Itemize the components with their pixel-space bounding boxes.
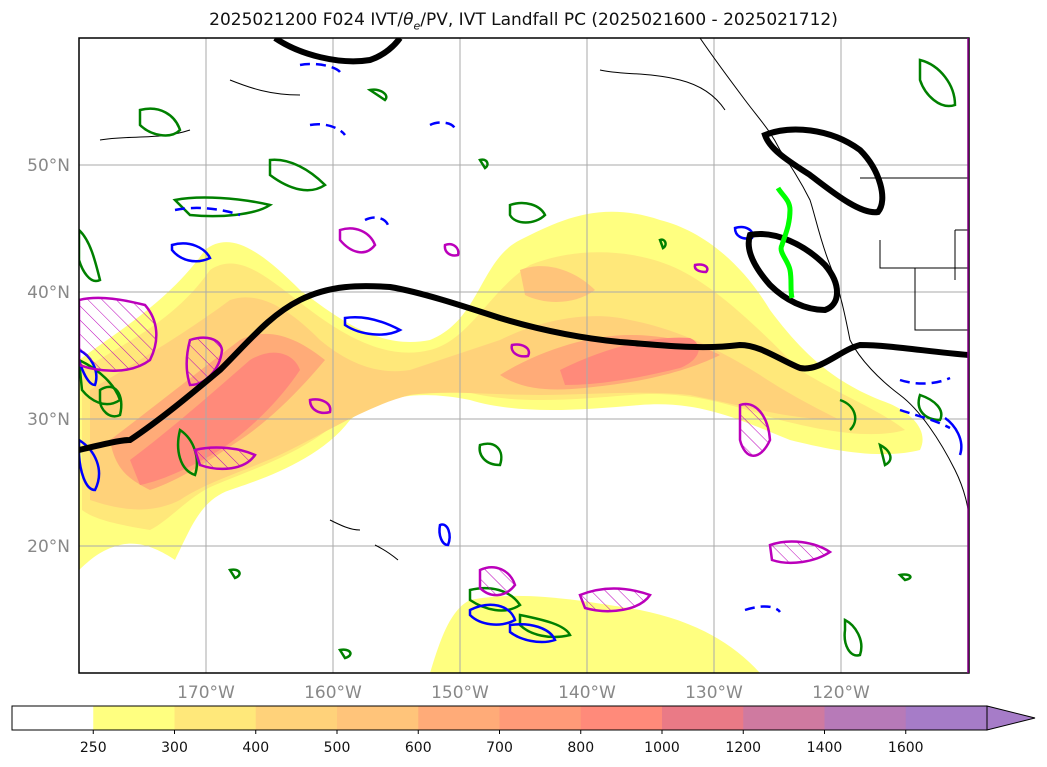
colorbar-cell — [743, 706, 825, 730]
colorbar-extend-arrow — [986, 705, 1036, 731]
ivt-shading — [79, 211, 923, 673]
coastlines — [99, 38, 969, 561]
colorbar-tick-label: 800 — [567, 740, 594, 756]
jet-loop-south — [745, 231, 840, 314]
colorbar-tick-label: 1000 — [644, 740, 680, 756]
colorbar-cell — [905, 706, 988, 730]
map-area — [79, 38, 969, 673]
colorbar-cell — [824, 706, 907, 730]
ivt-landfall-line — [775, 186, 795, 299]
lat-label-50: 50°N — [27, 156, 70, 176]
colorbar-tick-label: 250 — [80, 740, 107, 756]
colorbar-tick-label: 700 — [486, 740, 513, 756]
map-title: 2025021200 F024 IVT/θe/PV, IVT Landfall … — [209, 10, 838, 33]
colorbar-tick-label: 400 — [242, 740, 269, 756]
lat-label-40: 40°N — [27, 283, 70, 303]
jet-axis-line — [79, 283, 969, 453]
colorbar-cell — [662, 706, 744, 730]
lon-label-170w: 170°W — [177, 683, 235, 703]
colorbar-cell — [174, 706, 257, 730]
lon-label-120w: 120°W — [812, 683, 870, 703]
colorbar-cell — [93, 706, 175, 730]
pv-contours — [79, 58, 957, 660]
colorbar-cell — [337, 706, 419, 730]
map-frame — [78, 37, 970, 674]
colorbar-cell — [580, 706, 663, 730]
colorbar-tick-label: 300 — [161, 740, 188, 756]
high-pv-regions — [79, 227, 833, 613]
colorbar-tick-label: 500 — [324, 740, 351, 756]
lon-label-130w: 130°W — [685, 683, 743, 703]
colorbar-tick-label: 600 — [405, 740, 432, 756]
colorbar-tick-label: 1600 — [888, 740, 924, 756]
colorbar-cell — [418, 706, 500, 730]
colorbar-cell — [499, 706, 582, 730]
theta-contours — [79, 62, 963, 644]
colorbar-cell — [255, 706, 338, 730]
jet-arc-top — [273, 38, 403, 65]
colorbar-tick-label: 1200 — [725, 740, 761, 756]
jet-loop-north — [761, 126, 886, 216]
lon-label-160w: 160°W — [304, 683, 362, 703]
colorbar-tick-label: 1400 — [807, 740, 843, 756]
lat-label-30: 30°N — [27, 410, 70, 430]
lon-label-140w: 140°W — [558, 683, 616, 703]
colorbar: 250 300 400 500 600 700 800 1000 1200 1400 1600 — [11, 705, 1036, 756]
colorbar-cell — [12, 706, 94, 730]
lat-label-20: 20°N — [27, 537, 70, 557]
lon-label-150w: 150°W — [431, 683, 489, 703]
